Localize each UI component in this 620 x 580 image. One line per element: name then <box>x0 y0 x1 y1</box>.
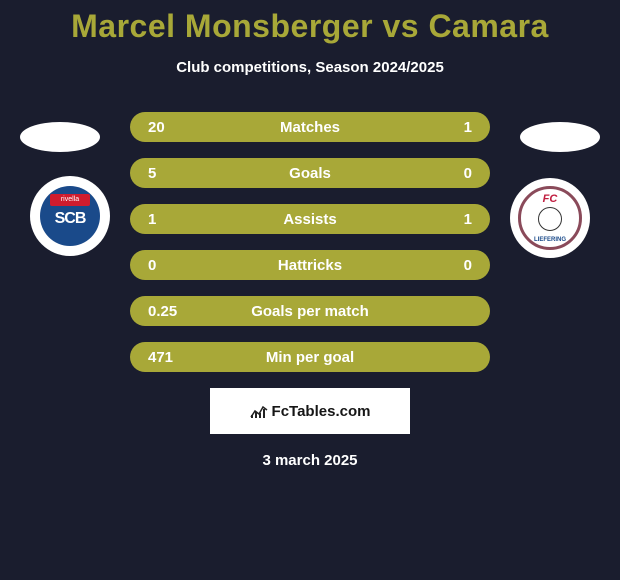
club-badge-right: FC LIEFERING <box>510 178 590 258</box>
stat-label: Goals <box>130 165 490 182</box>
sponsor-logo-left <box>20 122 100 152</box>
page-title: Marcel Monsberger vs Camara <box>0 8 620 45</box>
club-badge-left-inner: rivella SCB <box>40 186 100 246</box>
stat-label: Matches <box>130 119 490 136</box>
sponsor-logo-right <box>520 122 600 152</box>
stat-right-value: 0 <box>464 257 472 274</box>
badge-left-text: SCB <box>55 210 86 228</box>
stat-left-value: 0 <box>148 257 156 274</box>
stats-list: 20 Matches 1 5 Goals 0 1 Assists 1 0 Hat… <box>130 112 490 372</box>
stat-row: 471 Min per goal <box>130 342 490 372</box>
soccer-ball-icon <box>538 207 562 231</box>
club-badge-left: rivella SCB <box>30 176 110 256</box>
badge-right-name: LIEFERING <box>534 237 566 243</box>
comparison-card: Marcel Monsberger vs Camara Club competi… <box>0 0 620 469</box>
stat-left-value: 20 <box>148 119 165 136</box>
stat-right-value: 1 <box>464 119 472 136</box>
stat-row: 1 Assists 1 <box>130 204 490 234</box>
stat-left-value: 5 <box>148 165 156 182</box>
stat-row: 5 Goals 0 <box>130 158 490 188</box>
attribution-box: FcTables.com <box>210 388 410 434</box>
stat-row: 0.25 Goals per match <box>130 296 490 326</box>
stat-left-value: 1 <box>148 211 156 228</box>
subtitle: Club competitions, Season 2024/2025 <box>0 59 620 76</box>
stat-row: 0 Hattricks 0 <box>130 250 490 280</box>
date-text: 3 march 2025 <box>0 452 620 469</box>
badge-right-fc: FC <box>543 193 558 205</box>
badge-left-banner: rivella <box>50 194 90 206</box>
stat-left-value: 471 <box>148 349 173 366</box>
stat-label: Assists <box>130 211 490 228</box>
stat-right-value: 1 <box>464 211 472 228</box>
stat-label: Goals per match <box>130 303 490 320</box>
stat-label: Hattricks <box>130 257 490 274</box>
stat-left-value: 0.25 <box>148 303 177 320</box>
stat-label: Min per goal <box>130 349 490 366</box>
stat-row: 20 Matches 1 <box>130 112 490 142</box>
stat-right-value: 0 <box>464 165 472 182</box>
club-badge-right-inner: FC LIEFERING <box>518 186 582 250</box>
chart-icon <box>250 402 268 421</box>
attribution-text: FcTables.com <box>272 403 371 420</box>
